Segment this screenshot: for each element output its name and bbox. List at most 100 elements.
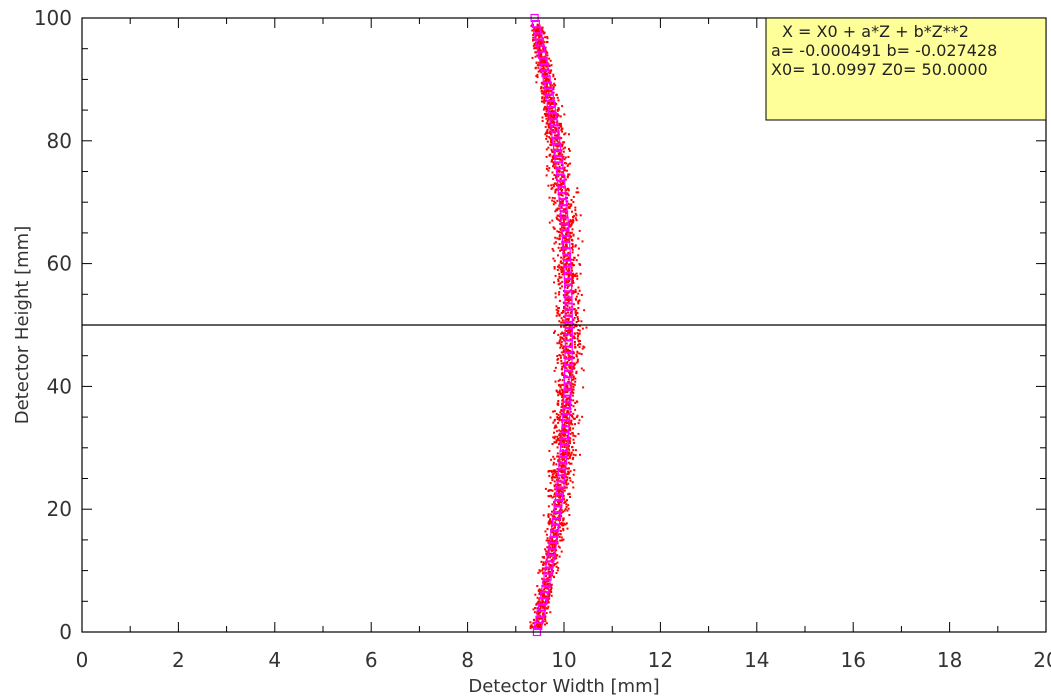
scatter-point xyxy=(543,59,545,62)
scatter-point xyxy=(548,593,551,596)
scatter-point xyxy=(547,601,550,604)
scatter-point xyxy=(553,437,556,440)
scatter-point xyxy=(557,566,560,569)
x-tick-label: 4 xyxy=(268,648,281,672)
scatter-point xyxy=(572,365,575,368)
scatter-point xyxy=(556,554,559,557)
scatter-point xyxy=(540,59,542,62)
scatter-point xyxy=(541,100,544,103)
scatter-point xyxy=(560,409,563,412)
scatter-point xyxy=(547,115,550,118)
scatter-point xyxy=(563,166,566,169)
scatter-point xyxy=(566,350,569,353)
fit-marker xyxy=(550,124,559,133)
scatter-point xyxy=(548,154,551,157)
scatter-point xyxy=(559,268,562,271)
scatter-point xyxy=(557,170,560,173)
scatter-point xyxy=(569,366,572,369)
scatter-point xyxy=(559,533,562,536)
scatter-point xyxy=(554,210,557,213)
scatter-point xyxy=(567,493,570,496)
scatter-point xyxy=(561,105,564,108)
scatter-point xyxy=(554,84,557,87)
scatter-point xyxy=(565,367,568,370)
scatter-point xyxy=(558,234,561,237)
scatter-point xyxy=(542,47,545,50)
scatter-point xyxy=(545,131,548,134)
scatter-point xyxy=(574,275,577,278)
scatter-point xyxy=(564,508,567,511)
scatter-point xyxy=(563,426,566,429)
fit-marker xyxy=(555,486,564,495)
scatter-point xyxy=(554,174,557,177)
scatter-point xyxy=(567,279,570,281)
fit-marker xyxy=(540,62,549,72)
scatter-point xyxy=(576,318,579,320)
scatter-point xyxy=(555,305,558,308)
scatter-point xyxy=(571,446,574,448)
scatter-point xyxy=(565,347,568,350)
scatter-point xyxy=(558,526,561,529)
scatter-point xyxy=(568,451,571,454)
scatter-point xyxy=(541,598,544,601)
scatter-point xyxy=(561,224,564,227)
scatter-point xyxy=(561,181,564,184)
scatter-point xyxy=(537,620,539,623)
scatter-point xyxy=(560,464,563,467)
scatter-point xyxy=(545,586,548,589)
scatter-point xyxy=(535,30,538,33)
scatter-point xyxy=(553,266,556,268)
scatter-point xyxy=(547,470,550,473)
scatter-point xyxy=(552,226,555,229)
scatter-point xyxy=(545,41,548,44)
fit-marker xyxy=(558,198,568,207)
scatter-point xyxy=(582,369,585,372)
scatter-point xyxy=(559,177,562,180)
scatter-point xyxy=(569,455,572,458)
scatter-point xyxy=(565,257,568,260)
scatter-point xyxy=(550,520,553,523)
scatter-point xyxy=(555,439,558,442)
scatter-point xyxy=(558,266,561,269)
scatter-point xyxy=(553,441,556,444)
scatter-point xyxy=(549,482,552,484)
scatter-point xyxy=(564,433,566,436)
scatter-point xyxy=(558,390,561,393)
scatter-point xyxy=(560,317,563,320)
scatter-point xyxy=(541,96,544,99)
scatter-point xyxy=(576,351,579,354)
scatter-point xyxy=(542,49,545,52)
scatter-point xyxy=(564,439,567,442)
scatter-point xyxy=(558,275,561,278)
scatter-point xyxy=(535,43,538,46)
scatter-point xyxy=(557,501,560,503)
scatter-point xyxy=(562,362,565,365)
scatter-point xyxy=(557,280,560,283)
fit-marker xyxy=(547,548,556,557)
scatter-point xyxy=(566,323,569,326)
scatter-point xyxy=(546,61,549,64)
scatter-point xyxy=(560,419,563,421)
scatter-point xyxy=(539,52,542,55)
scatter-point xyxy=(550,549,553,552)
scatter-point xyxy=(545,155,548,158)
scatter-point xyxy=(561,127,564,130)
scatter-point xyxy=(563,453,566,456)
scatter-point xyxy=(553,563,556,565)
fit-marker xyxy=(559,443,569,452)
scatter-point xyxy=(541,120,544,122)
scatter-point xyxy=(556,269,559,271)
scatter-point xyxy=(574,297,577,300)
scatter-point xyxy=(560,536,563,539)
scatter-point xyxy=(537,70,540,73)
scatter-point xyxy=(567,206,570,209)
scatter-point xyxy=(562,237,565,239)
scatter-point xyxy=(573,356,575,359)
fit-marker xyxy=(559,449,568,458)
scatter-point xyxy=(562,347,564,349)
scatter-point xyxy=(551,196,554,199)
scatter-point xyxy=(545,622,548,625)
scatter-point xyxy=(566,334,569,337)
scatter-point xyxy=(559,282,562,285)
scatter-point xyxy=(557,141,560,144)
